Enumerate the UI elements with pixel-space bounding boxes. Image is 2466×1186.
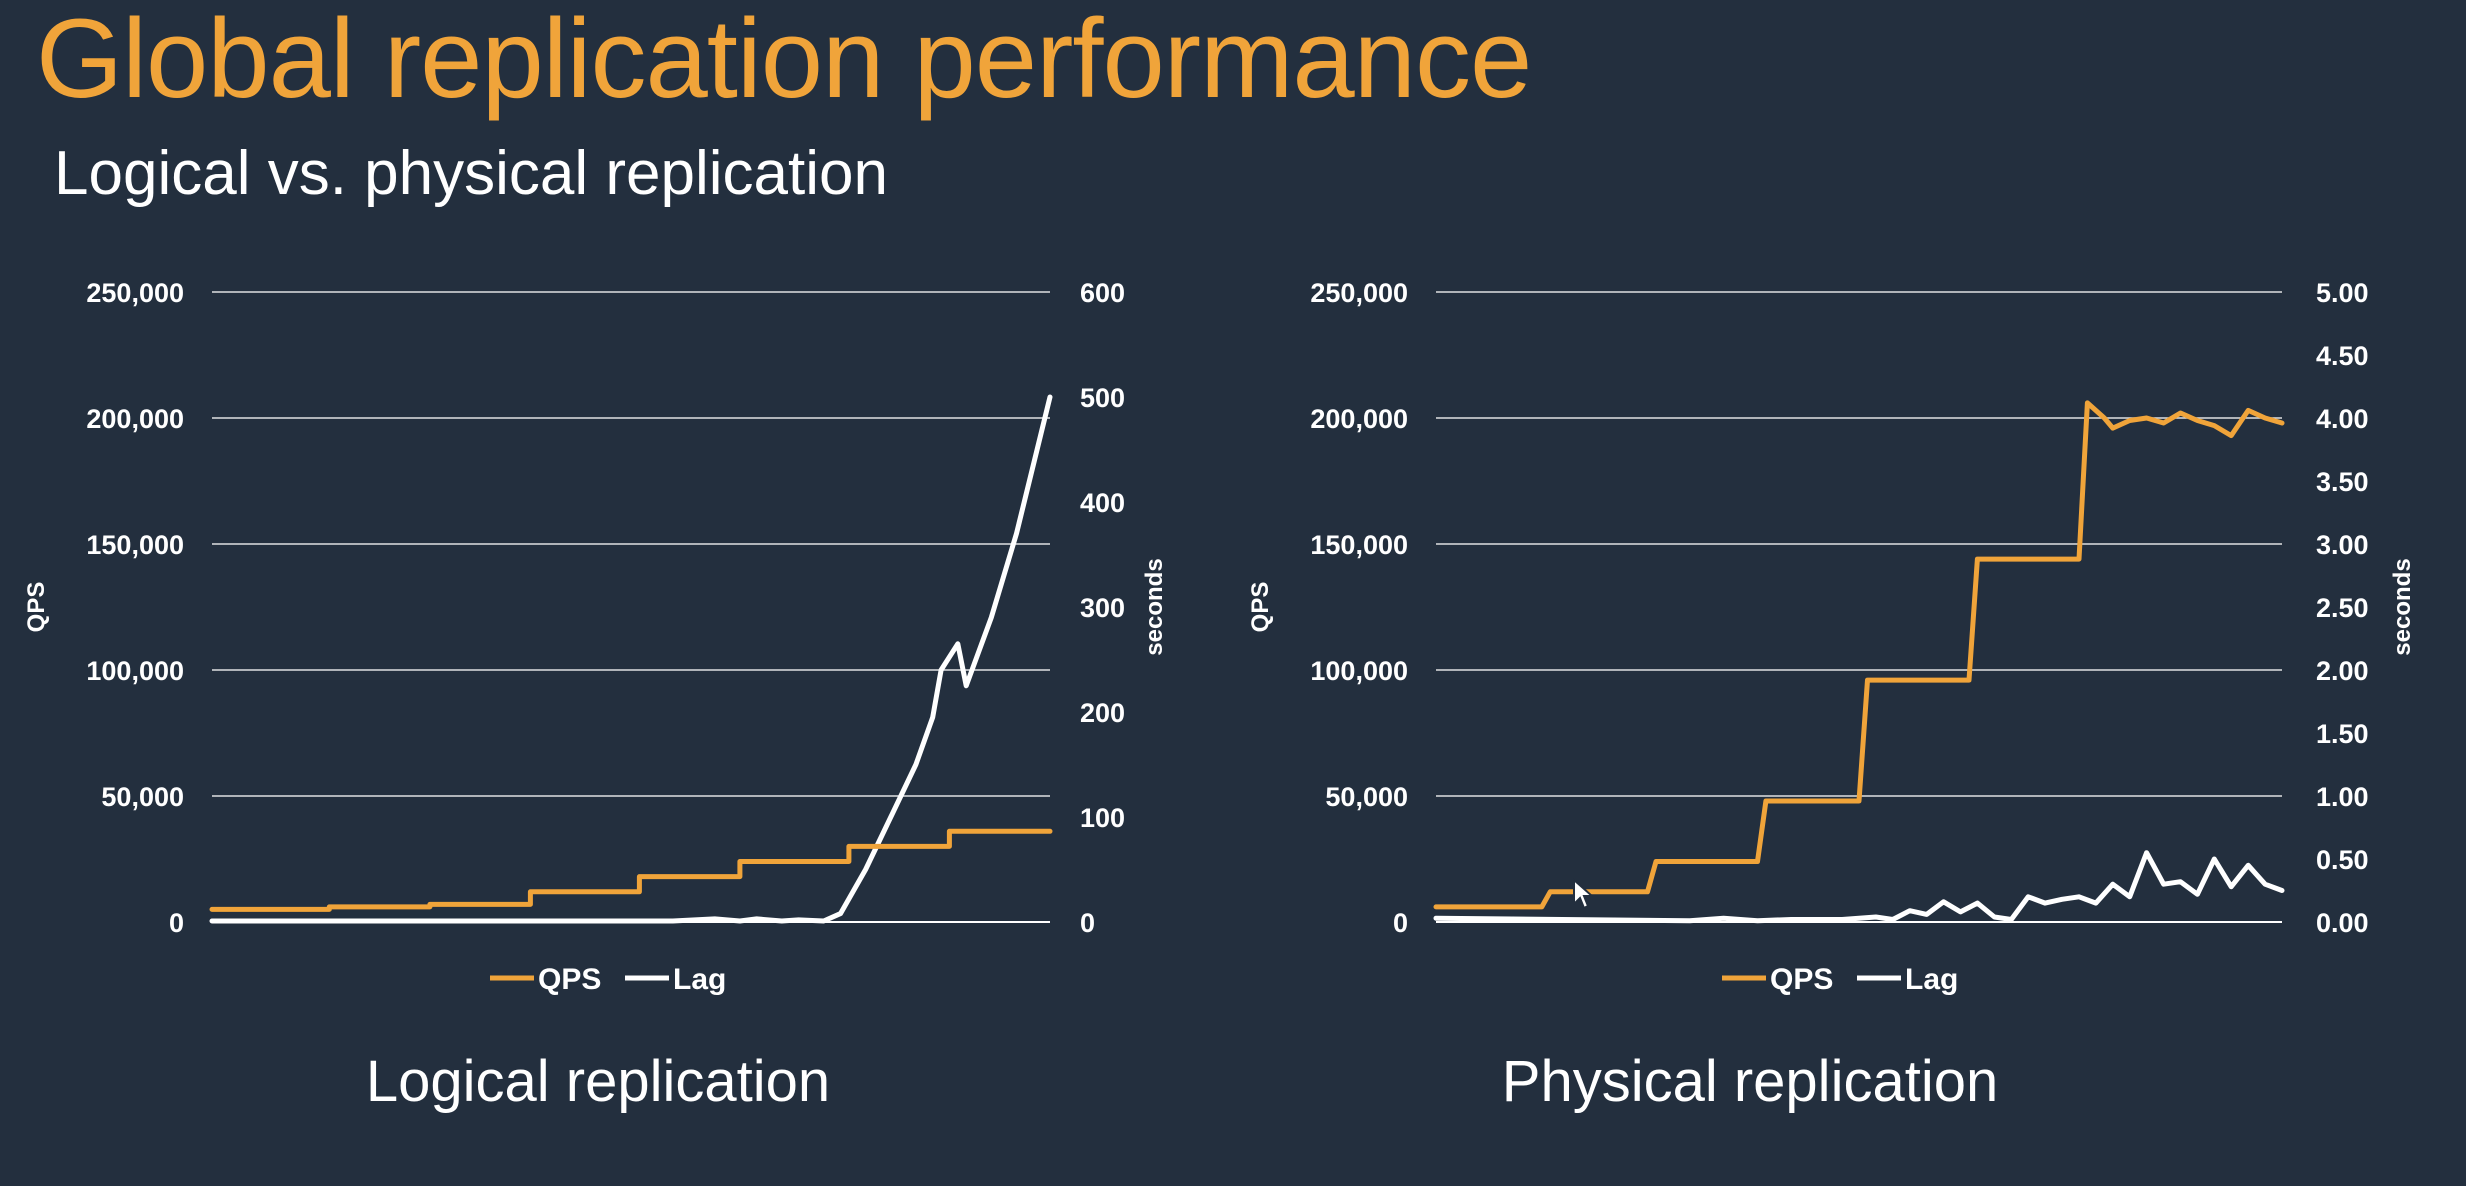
- chart1-legend-label-qps: QPS: [538, 963, 601, 996]
- chart2-y-tick-label: 150,000: [1310, 530, 1408, 560]
- chart1-y-tick-label: 0: [169, 908, 184, 938]
- chart1-y2-tick-label: 200: [1080, 698, 1125, 728]
- chart2-series-qps-line: [1433, 400, 2285, 910]
- chart2-y2-tick-label: 1.50: [2316, 719, 2369, 749]
- chart2-series-lag-line: [1433, 850, 2285, 924]
- chart1-y2-tick-label: 600: [1080, 278, 1125, 308]
- chart1-y-tick-label: 150,000: [86, 530, 184, 560]
- chart1-y2-tick-label: 0: [1080, 908, 1095, 938]
- chart1-y-tick-label: 200,000: [86, 404, 184, 434]
- chart1-y-tick-label: 50,000: [101, 782, 184, 812]
- chart2-y-tick-label: 50,000: [1325, 782, 1408, 812]
- chart-caption-physical: Physical replication: [1501, 1049, 1999, 1114]
- page-subtitle: Logical vs. physical replication: [54, 139, 888, 208]
- chart2-y2-tick-label: 4.00: [2316, 404, 2369, 434]
- chart1-y2-tick-label: 300: [1080, 593, 1125, 623]
- chart-caption-logical: Logical replication: [365, 1049, 831, 1114]
- chart2-y-tick-label: 250,000: [1310, 278, 1408, 308]
- chart2-y-tick-label: 0: [1393, 908, 1408, 938]
- chart1-y-axis-title: QPS: [23, 582, 50, 633]
- chart1-y2-tick-label: 100: [1080, 803, 1125, 833]
- chart2-y2-tick-label: 2.00: [2316, 656, 2369, 686]
- chart2-y2-tick-label: 5.00: [2316, 278, 2369, 308]
- chart1-y-tick-label: 100,000: [86, 656, 184, 686]
- chart2-y2-tick-label: 3.50: [2316, 467, 2369, 497]
- chart1-legend-label-lag: Lag: [673, 963, 726, 996]
- chart2-legend-label-qps: QPS: [1770, 963, 1833, 996]
- chart1-y-tick-label: 250,000: [86, 278, 184, 308]
- chart2-y2-tick-label: 0.00: [2316, 908, 2369, 938]
- chart2-y2-tick-label: 3.00: [2316, 530, 2369, 560]
- mouse-cursor-icon: [1573, 878, 1594, 910]
- chart2-y2-tick-label: 4.50: [2316, 341, 2369, 371]
- page-title: Global replication performance: [36, 0, 1532, 121]
- chart2-y-axis-title: QPS: [1247, 582, 1274, 633]
- chart1-y2-tick-label: 500: [1080, 383, 1125, 413]
- chart1-y2-tick-label: 400: [1080, 488, 1125, 518]
- chart2-y2-tick-label: 2.50: [2316, 593, 2369, 623]
- chart2-y2-tick-label: 0.50: [2316, 845, 2369, 875]
- chart1-series-qps-line: [209, 828, 1053, 912]
- chart2-y2-axis-title: seconds: [2389, 558, 2416, 655]
- chart1-series-lag-line: [209, 394, 1053, 924]
- chart2-y-tick-label: 100,000: [1310, 656, 1408, 686]
- chart2-y-tick-label: 200,000: [1310, 404, 1408, 434]
- chart2-y2-tick-label: 1.00: [2316, 782, 2369, 812]
- chart1-y2-axis-title: seconds: [1141, 558, 1168, 655]
- chart2-legend-label-lag: Lag: [1905, 963, 1958, 996]
